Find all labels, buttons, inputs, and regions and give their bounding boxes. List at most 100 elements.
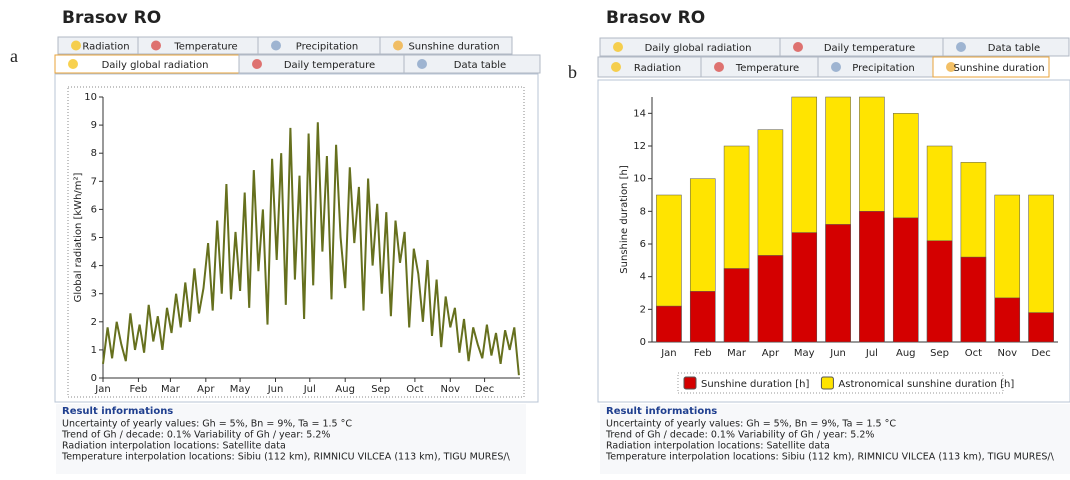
legend-swatch bbox=[820, 376, 834, 390]
y-tick-label: 7 bbox=[91, 176, 97, 187]
y-tick-label: 2 bbox=[640, 304, 646, 315]
tab-label[interactable]: Precipitation bbox=[852, 63, 915, 74]
legend-box bbox=[677, 372, 1004, 394]
y-tick-label: 5 bbox=[91, 233, 97, 244]
result-line: Radiation interpolation locations: Satel… bbox=[606, 441, 830, 452]
result-heading: Result informations bbox=[62, 406, 173, 417]
x-tick-label: Dec bbox=[475, 384, 494, 395]
tab-icon bbox=[956, 42, 966, 52]
panel-label: b bbox=[568, 62, 577, 82]
bar bbox=[1028, 312, 1054, 343]
bar bbox=[791, 232, 818, 343]
tab-label[interactable]: Daily temperature bbox=[824, 43, 915, 54]
x-tick-label: Aug bbox=[335, 384, 355, 395]
tab-label[interactable]: Daily global radiation bbox=[102, 60, 209, 71]
bar bbox=[926, 240, 953, 343]
tab-label[interactable]: Temperature bbox=[735, 63, 799, 74]
tab[interactable] bbox=[403, 54, 541, 74]
result-line: Uncertainty of yearly values: Gh = 5%, B… bbox=[606, 419, 896, 430]
y-tick-label: 8 bbox=[640, 206, 646, 217]
x-tick-label: Sep bbox=[930, 348, 949, 359]
x-tick-label: Nov bbox=[997, 348, 1017, 359]
x-tick-label: Jun bbox=[829, 348, 846, 359]
panel-label: a bbox=[10, 46, 18, 66]
tab-label[interactable]: Data table bbox=[454, 60, 506, 71]
x-tick-label: Oct bbox=[406, 384, 423, 395]
x-tick-label: Aug bbox=[896, 348, 916, 359]
tab-label[interactable]: Radiation bbox=[634, 63, 681, 74]
bar bbox=[892, 217, 919, 343]
y-tick-label: 4 bbox=[640, 272, 646, 283]
x-tick-label: Jan bbox=[660, 348, 676, 359]
x-tick-label: Mar bbox=[727, 348, 747, 359]
x-tick-label: Jul bbox=[865, 348, 878, 359]
tab[interactable] bbox=[932, 56, 1050, 78]
location-title: Brasov RO bbox=[62, 8, 161, 28]
tab-icon bbox=[151, 40, 161, 51]
tab-label[interactable]: Sunshine duration bbox=[953, 63, 1044, 74]
tab-label[interactable]: Radiation bbox=[82, 42, 129, 53]
result-line: Trend of Gh / decade: 0.1% Variability o… bbox=[61, 430, 330, 441]
y-tick-label: 14 bbox=[633, 108, 646, 119]
y-tick-label: 10 bbox=[633, 174, 646, 185]
bar bbox=[825, 224, 851, 343]
y-tick-label: 6 bbox=[91, 204, 97, 215]
tab[interactable] bbox=[942, 37, 1070, 57]
tab-label[interactable]: Daily temperature bbox=[284, 60, 375, 71]
x-tick-label: Nov bbox=[441, 384, 461, 395]
y-tick-label: 6 bbox=[640, 239, 646, 250]
y-tick-label: 8 bbox=[91, 148, 97, 159]
tab-label[interactable]: Precipitation bbox=[296, 42, 359, 53]
tab-icon bbox=[393, 40, 403, 51]
x-tick-label: Mar bbox=[161, 384, 181, 395]
data-line bbox=[102, 122, 520, 376]
x-tick-label: May bbox=[794, 348, 815, 359]
bar bbox=[859, 211, 885, 343]
x-tick-label: Oct bbox=[965, 348, 982, 359]
x-tick-label: May bbox=[230, 384, 251, 395]
tab-icon bbox=[946, 62, 956, 72]
tab-icon bbox=[611, 62, 621, 72]
tab[interactable] bbox=[379, 36, 513, 55]
location-title: Brasov RO bbox=[606, 8, 705, 28]
plot-border bbox=[67, 86, 525, 398]
tab-icon bbox=[831, 62, 841, 72]
y-tick-label: 4 bbox=[91, 261, 97, 272]
tab-icon bbox=[68, 59, 78, 69]
result-box bbox=[600, 404, 1070, 474]
bar bbox=[723, 268, 750, 343]
y-tick-label: 1 bbox=[91, 345, 97, 356]
legend-label: Sunshine duration [h] bbox=[701, 379, 810, 390]
tab-label[interactable]: Sunshine duration bbox=[408, 42, 499, 53]
x-tick-label: Jun bbox=[267, 384, 284, 395]
result-line: Radiation interpolation locations: Satel… bbox=[62, 441, 286, 452]
tab-icon bbox=[71, 40, 81, 51]
tab-icon bbox=[613, 42, 623, 52]
tab-icon bbox=[793, 42, 803, 52]
result-line: Trend of Gh / decade: 0.1% Variability o… bbox=[605, 430, 874, 441]
x-tick-label: Jan bbox=[94, 384, 110, 395]
y-axis-label: Global radiation [kWh/m²] bbox=[73, 172, 84, 302]
result-line: Temperature interpolation locations: Sib… bbox=[605, 452, 1055, 463]
x-tick-label: Jul bbox=[303, 384, 316, 395]
x-tick-label: Apr bbox=[197, 384, 215, 395]
bar bbox=[994, 297, 1021, 343]
y-axis-label: Sunshine duration [h] bbox=[619, 165, 630, 274]
tab-label[interactable]: Data table bbox=[988, 43, 1040, 54]
tab-label[interactable]: Daily global radiation bbox=[645, 43, 752, 54]
bar bbox=[757, 255, 784, 343]
y-tick-label: 0 bbox=[640, 337, 646, 348]
tab-label[interactable]: Temperature bbox=[173, 42, 237, 53]
x-tick-label: Apr bbox=[762, 348, 780, 359]
tab-icon bbox=[252, 59, 262, 69]
y-tick-label: 3 bbox=[91, 289, 97, 300]
result-box bbox=[56, 404, 526, 474]
bar bbox=[656, 305, 682, 343]
y-tick-label: 10 bbox=[84, 92, 97, 103]
x-tick-label: Feb bbox=[130, 384, 148, 395]
tab-icon bbox=[714, 62, 724, 72]
x-tick-label: Sep bbox=[371, 384, 390, 395]
bar bbox=[689, 291, 716, 343]
x-tick-label: Dec bbox=[1031, 348, 1050, 359]
